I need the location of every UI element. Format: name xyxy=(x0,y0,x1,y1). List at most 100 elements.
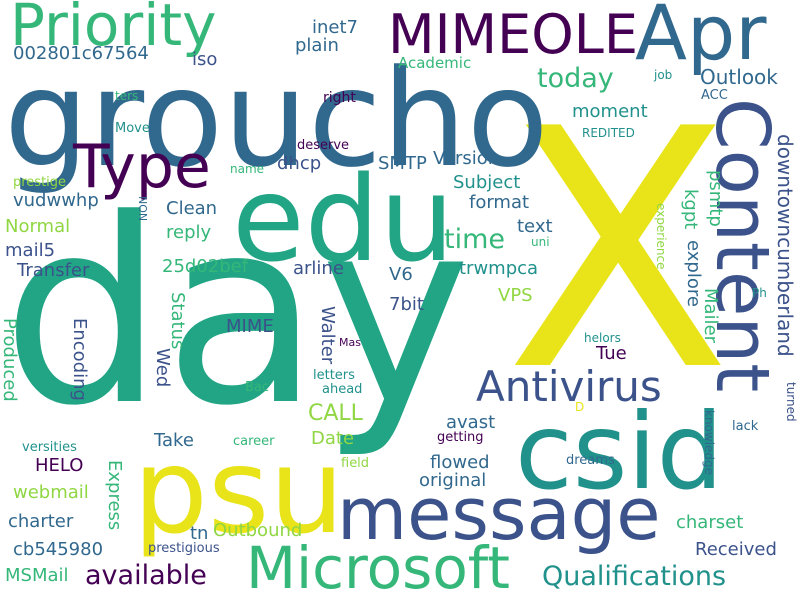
word-csid: csid xyxy=(515,391,724,513)
word-academic: Academic xyxy=(398,54,472,72)
word-downtowncumberland: downtowncumberland xyxy=(773,134,797,357)
word-career: career xyxy=(233,434,275,449)
word-normal: Normal xyxy=(5,216,71,237)
word-002801c67564: 002801c67564 xyxy=(13,43,149,64)
word-charter: charter xyxy=(8,511,74,532)
word-x: X xyxy=(505,59,732,443)
word-acc: ACC xyxy=(701,88,728,103)
word-mail5: mail5 xyxy=(5,240,56,261)
word-groucho: groucho xyxy=(4,41,549,197)
word-smtp: SMTP xyxy=(378,153,427,174)
word-bac: Bac xyxy=(245,380,270,395)
word-knowledge: knowledge xyxy=(702,410,716,476)
word-plain: plain xyxy=(295,35,339,56)
word-tn: tn xyxy=(190,523,209,544)
word-lack: lack xyxy=(732,419,759,434)
word-express: Express xyxy=(104,460,125,531)
word-field: field xyxy=(341,456,370,471)
word-available: available xyxy=(85,560,207,591)
word-charset: charset xyxy=(676,512,744,533)
word-time: time xyxy=(444,224,506,255)
word-redited: REDITED xyxy=(582,126,635,140)
word-outlook: Outlook xyxy=(700,65,778,89)
word-microsoft: Microsoft xyxy=(246,534,510,600)
word-prestigious: prestigious xyxy=(148,541,220,556)
word-prestige: prestige xyxy=(13,175,67,190)
word-mimeole: MIMEOLE xyxy=(388,3,638,66)
word-status: Status xyxy=(167,292,188,350)
word-qualifications: Qualifications xyxy=(542,561,727,592)
word-kgpt: kgpt xyxy=(680,189,701,230)
word-flowed: flowed xyxy=(430,452,490,473)
word-turned: turned xyxy=(784,382,798,422)
word-apr: Apr xyxy=(635,0,767,77)
word-vps: VPS xyxy=(498,285,533,306)
word-uni: uni xyxy=(531,235,550,249)
word-original: original xyxy=(419,470,487,491)
word-25d02bef: 25d02bef xyxy=(162,256,249,277)
word-mime: MIME xyxy=(226,316,274,337)
word-experience: experience xyxy=(654,203,668,270)
word-message: message xyxy=(337,472,661,556)
word-outbound: Outbound xyxy=(213,520,303,541)
word-helors: helors xyxy=(584,331,621,345)
word-today: today xyxy=(537,63,614,94)
word-vudwwhp: vudwwhp xyxy=(13,190,99,211)
word-antivirus: Antivirus xyxy=(476,362,662,411)
word-walter: Walter xyxy=(317,306,338,365)
word-tue: Tue xyxy=(596,343,627,364)
word-text: text xyxy=(517,216,553,237)
word-msmail: MSMail xyxy=(5,565,69,586)
word-inet7: inet7 xyxy=(312,17,358,38)
word-webmail: webmail xyxy=(13,482,89,503)
word-cb545980: cb545980 xyxy=(13,539,104,560)
word-d: D xyxy=(575,400,585,414)
word-avast: avast xyxy=(446,412,496,433)
word-move: Move xyxy=(115,121,150,136)
word-clean: Clean xyxy=(166,198,218,219)
word-mas: Mas xyxy=(339,336,361,349)
word-ahead: ahead xyxy=(322,382,363,397)
word-getting: getting xyxy=(437,430,484,445)
word-version: Version xyxy=(433,148,500,169)
word-produced: Produced xyxy=(0,318,20,402)
word-v6: V6 xyxy=(389,264,413,285)
word-wed: Wed xyxy=(152,348,173,388)
word-mailer: Mailer xyxy=(700,288,721,344)
word-name: name xyxy=(230,162,265,176)
word-ters: ters xyxy=(115,89,139,103)
word-deserve: deserve xyxy=(297,138,350,153)
word-format: format xyxy=(469,192,530,213)
word-dhcp: dhcp xyxy=(277,153,322,174)
word-explore: explore xyxy=(683,240,704,307)
word-type: Type xyxy=(73,132,211,202)
word-trwmpca: trwmpca xyxy=(459,258,539,279)
word-subject: Subject xyxy=(453,172,521,193)
word-moment: moment xyxy=(572,101,648,122)
word-dreams: dreams xyxy=(566,453,615,468)
word-helo: HELO xyxy=(35,455,84,476)
word-encoding: Encoding xyxy=(69,318,90,401)
word-psmtp: psmtp xyxy=(705,170,726,227)
word-take: Take xyxy=(154,430,194,451)
word-edu: edu xyxy=(232,150,455,288)
word-reply: reply xyxy=(166,222,212,243)
word-day: day xyxy=(2,165,472,462)
word-versities: versities xyxy=(22,440,77,455)
word-arline: arline xyxy=(293,258,344,279)
word-iso: iso xyxy=(192,49,218,70)
word-job: job xyxy=(654,68,673,82)
word-content: Content xyxy=(699,98,785,393)
word-received: Received xyxy=(695,539,777,560)
word-call: CALL xyxy=(308,401,363,426)
word-ph: Ph xyxy=(752,286,767,300)
word-date: Date xyxy=(311,428,355,449)
word-right: right xyxy=(323,90,356,106)
word-non: NON xyxy=(136,196,149,222)
word-transfer: Transfer xyxy=(17,260,90,281)
word-priority: Priority xyxy=(10,0,217,59)
word-7bit: 7bit xyxy=(389,294,424,315)
word-letters: letters xyxy=(313,368,355,383)
word-psu: psu xyxy=(133,422,345,560)
